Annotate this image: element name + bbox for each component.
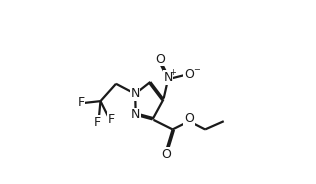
- Text: F: F: [93, 116, 100, 129]
- Text: O: O: [155, 53, 165, 66]
- Text: F: F: [78, 96, 85, 109]
- Text: −: −: [193, 66, 200, 75]
- Text: O: O: [161, 148, 171, 161]
- Text: N: N: [131, 87, 140, 100]
- Text: N: N: [131, 108, 140, 121]
- Text: N: N: [163, 71, 173, 84]
- Text: +: +: [169, 68, 176, 77]
- Text: O: O: [184, 112, 194, 125]
- Text: O: O: [184, 68, 194, 81]
- Text: F: F: [108, 113, 115, 126]
